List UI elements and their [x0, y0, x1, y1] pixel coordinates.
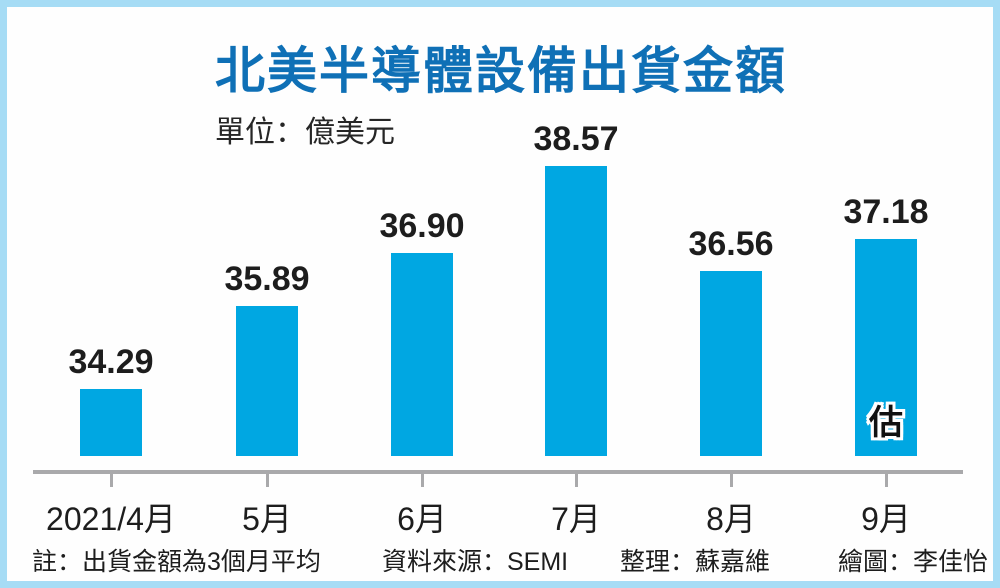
bar-value-label: 36.56 [688, 225, 774, 263]
x-axis-label: 5月 [242, 501, 292, 537]
x-axis-tick [575, 474, 578, 487]
bar-group-may: 35.89 [187, 260, 347, 456]
bar-chart: 34.29 35.89 36.90 38.57 36.56 37.18 估 [7, 7, 993, 581]
x-axis-line [33, 470, 963, 474]
bar-may [236, 306, 298, 456]
x-axis-tick [421, 474, 424, 487]
footer-compiler: 整理：蘇嘉維 [620, 548, 771, 576]
x-axis-label: 7月 [551, 501, 601, 537]
bar-group-july: 38.57 [496, 120, 656, 456]
x-axis-tick [266, 474, 269, 487]
bar-group-april: 34.29 [31, 343, 191, 456]
footer-note: 註：出貨金額為3個月平均 [32, 548, 321, 576]
bar-june [391, 253, 453, 456]
bar-group-june: 36.90 [342, 207, 502, 456]
x-axis-label: 2021/4月 [46, 501, 176, 537]
bar-group-august: 36.56 [651, 225, 811, 456]
unit-label: 單位：億美元 [215, 116, 395, 149]
x-axis-label: 8月 [706, 501, 756, 537]
x-axis-tick [730, 474, 733, 487]
bar-august [700, 271, 762, 456]
bar-july [545, 166, 607, 456]
bar-group-september: 37.18 估 [806, 193, 966, 456]
bar-value-label: 37.18 [843, 193, 929, 231]
bar-value-label: 34.29 [68, 343, 154, 381]
x-axis-label: 6月 [397, 501, 447, 537]
x-axis-label: 9月 [861, 501, 911, 537]
x-axis-tick [885, 474, 888, 487]
bar-september: 估 [855, 239, 917, 456]
bar-value-label: 36.90 [379, 207, 465, 245]
footer-source: 資料來源：SEMI [382, 548, 569, 576]
bar-april [80, 389, 142, 456]
x-axis-tick [110, 474, 113, 487]
page-title: 北美半導體設備出貨金額 [215, 43, 787, 99]
footer-artist: 繪圖：李佳怡 [838, 548, 989, 576]
bar-value-label: 35.89 [224, 260, 310, 298]
estimate-badge: 估 [869, 404, 903, 442]
bar-value-label: 38.57 [533, 120, 619, 158]
